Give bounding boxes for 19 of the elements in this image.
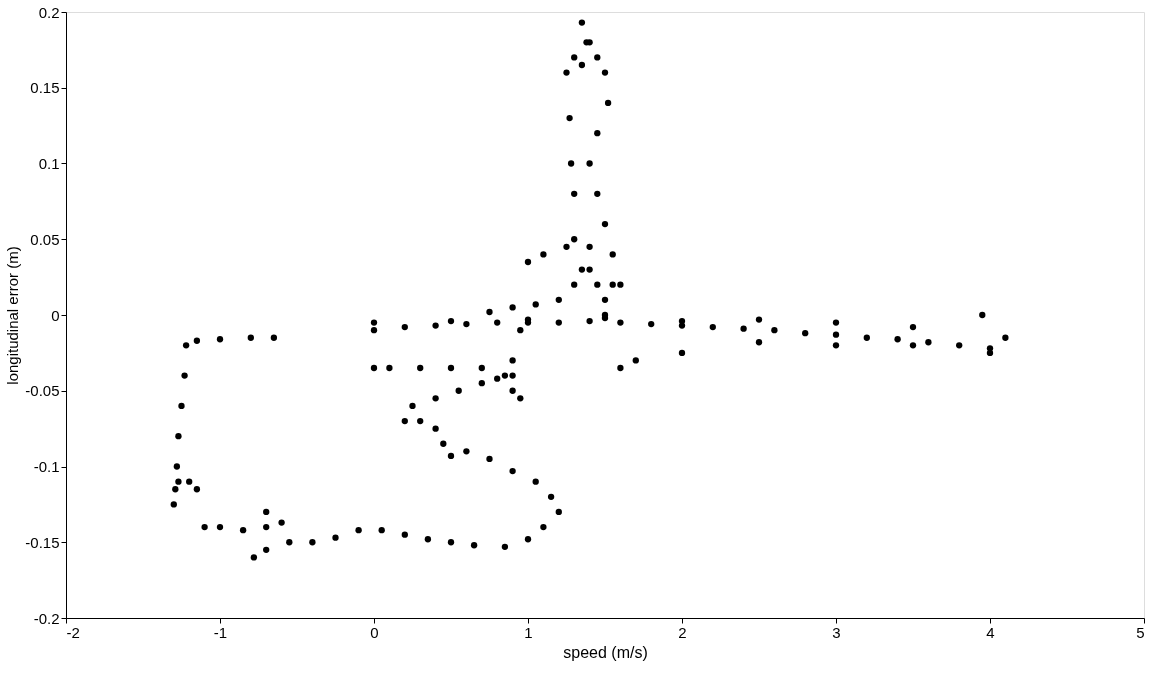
y-tick-label: -0.1 xyxy=(33,458,60,475)
y-tick-label: -0.2 xyxy=(33,609,60,627)
x-tick-label: 4 xyxy=(986,623,995,641)
y-tick-label: -0.15 xyxy=(25,533,60,551)
y-axis-title: longitudinal error (m) xyxy=(4,246,22,385)
x-tick-label: 5 xyxy=(1136,623,1145,641)
x-tick-label: 2 xyxy=(678,623,687,641)
x-tick-label: 1 xyxy=(524,623,533,641)
x-tick-label: 3 xyxy=(832,623,841,641)
x-tick-label: -2 xyxy=(66,623,80,641)
y-tick-label: 0.15 xyxy=(30,79,60,97)
y-tick-label: 0.2 xyxy=(38,3,60,21)
x-axis-title: speed (m/s) xyxy=(563,643,648,661)
x-tick-label: -1 xyxy=(213,623,228,641)
y-tick-label: 0.05 xyxy=(30,230,60,248)
y-tick-label: 0.1 xyxy=(38,155,60,172)
y-tick-label: -0.05 xyxy=(25,382,60,400)
x-tick-label: 0 xyxy=(370,623,379,641)
y-tick-label: 0 xyxy=(51,306,60,324)
